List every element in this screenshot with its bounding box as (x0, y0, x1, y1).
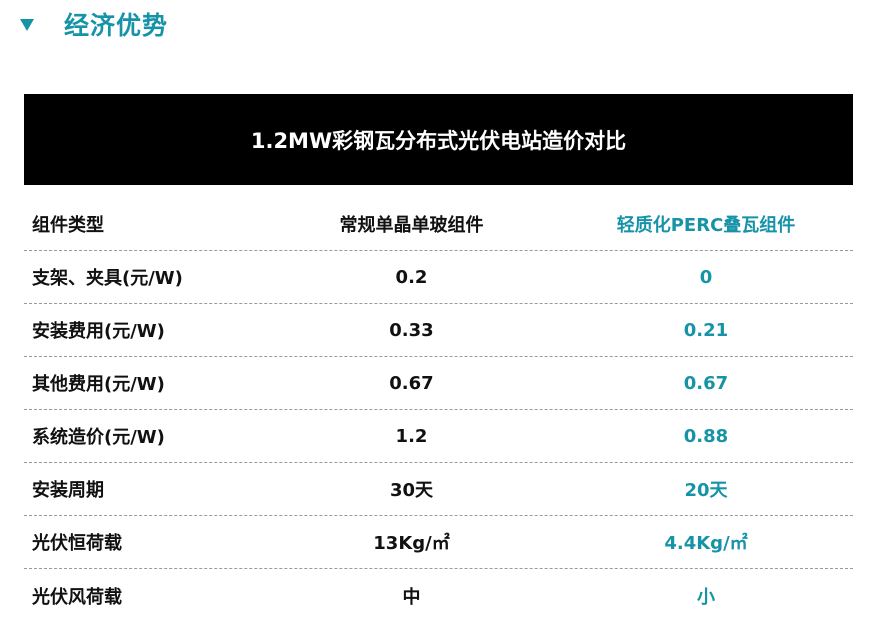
conventional-value: 0.2 (395, 266, 428, 288)
table-header-row: 组件类型 常规单晶单玻组件 轻质化PERC叠瓦组件 (24, 198, 853, 251)
lightweight-value: 0.88 (683, 425, 729, 447)
conventional-value: 中 (402, 586, 421, 608)
table-title-bar: 1.2MW彩钢瓦分布式光伏电站造价对比 (24, 94, 853, 185)
column-header-conventional: 常规单晶单玻组件 (339, 215, 484, 236)
table-row: 光伏恒荷载 13Kg/㎡ 4.4Kg/㎡ (24, 516, 853, 569)
table-title: 1.2MW彩钢瓦分布式光伏电站造价对比 (250, 128, 627, 153)
table-row: 光伏风荷载 中 小 (24, 569, 853, 622)
section-title: 经济优势 (64, 11, 169, 40)
table-row: 其他费用(元/W) 0.67 0.67 (24, 357, 853, 410)
section-header: 经济优势 (20, 6, 168, 42)
comparison-table: 组件类型 常规单晶单玻组件 轻质化PERC叠瓦组件 支架、夹具(元/W) 0.2… (24, 198, 853, 622)
conventional-value: 0.67 (389, 372, 434, 394)
triangle-down-icon (20, 19, 34, 31)
table-row: 安装费用(元/W) 0.33 0.21 (24, 304, 853, 357)
conventional-value: 13Kg/㎡ (373, 533, 450, 554)
row-label: 其他费用(元/W) (32, 374, 165, 395)
row-label: 光伏风荷载 (32, 586, 122, 608)
row-label: 安装周期 (32, 480, 104, 501)
row-label: 光伏恒荷载 (32, 533, 122, 554)
lightweight-value: 0.21 (683, 319, 729, 341)
row-label: 安装费用(元/W) (32, 321, 165, 342)
column-header-type: 组件类型 (32, 215, 104, 236)
row-label: 支架、夹具(元/W) (32, 268, 183, 289)
lightweight-value: 4.4Kg/㎡ (664, 533, 748, 554)
column-header-lightweight: 轻质化PERC叠瓦组件 (616, 215, 796, 236)
lightweight-value: 20天 (684, 480, 728, 501)
lightweight-value: 0 (699, 266, 713, 288)
table-row: 系统造价(元/W) 1.2 0.88 (24, 410, 853, 463)
conventional-value: 1.2 (395, 425, 428, 447)
lightweight-value: 小 (697, 586, 715, 608)
table-row: 安装周期 30天 20天 (24, 463, 853, 516)
conventional-value: 0.33 (389, 319, 434, 341)
table-row: 支架、夹具(元/W) 0.2 0 (24, 251, 853, 304)
conventional-value: 30天 (389, 480, 434, 501)
lightweight-value: 0.67 (683, 372, 729, 394)
row-label: 系统造价(元/W) (32, 427, 165, 448)
